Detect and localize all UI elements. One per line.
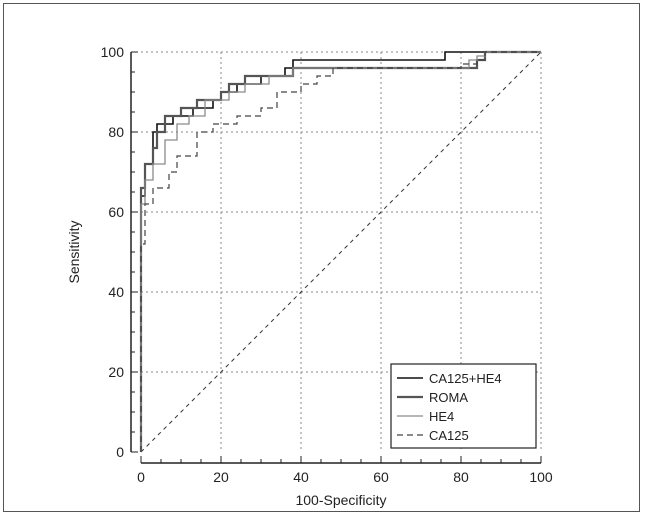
x-tick-label: 0 [137,469,145,485]
legend-entry: HE4 [429,409,454,424]
legend-entry: ROMA [429,390,468,405]
x-tick-label: 20 [213,469,229,485]
legend-entry: CA125+HE4 [429,371,502,386]
legend: CA125+HE4 ROMA HE4 CA125 [390,363,537,449]
y-tick-label: 60 [108,204,124,220]
x-tick-label: 100 [529,469,553,485]
y-tick-label: 40 [108,284,124,300]
y-tick-label: 80 [108,124,124,140]
grid [141,51,542,452]
y-axis-label: Sensitivity [66,220,82,283]
x-tick-label: 40 [293,469,309,485]
y-tick-label: 20 [108,364,124,380]
reference-diagonal [140,51,542,453]
y-tick-label: 100 [101,44,125,60]
series-line-he4 [140,51,541,452]
x-tick-label: 80 [453,469,469,485]
y-tick-label: 0 [116,444,124,460]
series-layer [139,50,541,452]
x-tick-label: 60 [373,469,389,485]
legend-entry: CA125 [429,428,469,443]
ticks: 0 20 40 60 80 100 0 20 40 60 80 100 [101,44,553,485]
series-line-ca125 [140,51,541,452]
x-axis-label: 100-Specificity [295,492,386,508]
